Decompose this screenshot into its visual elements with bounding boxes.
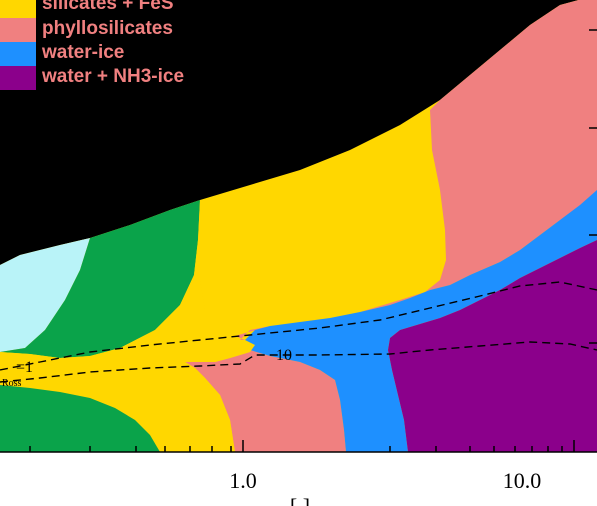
legend-label-silicates: silicates + FeS xyxy=(42,0,174,14)
x-tick-label-1: 1.0 xyxy=(229,468,257,493)
legend-label-water-nh3-ice: water + NH3-ice xyxy=(41,66,184,87)
legend-swatch-water-ice xyxy=(0,42,36,66)
x-axis-label-fragment: [ ] xyxy=(290,494,310,506)
contour-label-eq1: =1 xyxy=(16,359,33,376)
region-green-lower xyxy=(0,385,160,452)
right-axis-ticks xyxy=(589,29,597,344)
contour-line-lower xyxy=(0,341,597,383)
region-phyllosilicates xyxy=(185,0,597,452)
x-tick-label-10: 10.0 xyxy=(503,468,542,493)
legend: silicates + FeS phyllosilicates water-ic… xyxy=(0,0,184,90)
annotation-ross: Ross xyxy=(2,378,22,389)
region-silicates-wedge xyxy=(0,200,255,452)
plot-area: =1 10 Ross xyxy=(0,0,597,452)
region-water-ice xyxy=(245,190,597,452)
x-axis-ticks xyxy=(29,440,575,452)
region-water-nh3-ice xyxy=(388,240,597,452)
legend-label-phyllosilicates: phyllosilicates xyxy=(42,18,173,39)
contour-line-upper xyxy=(0,281,597,371)
x-axis: 1.0 10.0 [ ] xyxy=(0,440,597,506)
legend-swatch-phyllosilicates xyxy=(0,18,36,42)
contour-label-10: 10 xyxy=(276,347,292,364)
legend-label-water-ice: water-ice xyxy=(41,42,124,63)
legend-swatch-water-nh3-ice xyxy=(0,66,36,90)
region-light-cyan xyxy=(0,238,90,352)
region-green-upper xyxy=(0,200,200,358)
legend-swatch-silicates xyxy=(0,0,36,18)
